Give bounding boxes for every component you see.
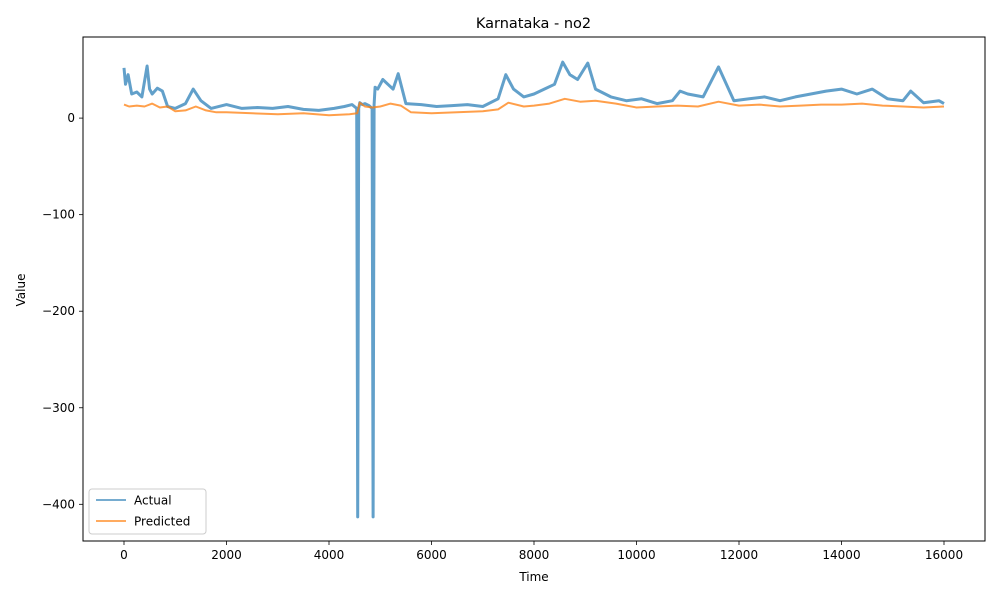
y-tick-label: −400 <box>42 497 75 511</box>
y-tick-label: −300 <box>42 401 75 415</box>
x-tick-label: 0 <box>120 548 128 562</box>
plot-area <box>122 60 945 519</box>
y-axis-ticks: 0 −100 −200 −300 −400 <box>42 111 83 511</box>
series-line-actual <box>122 60 945 519</box>
x-tick-label: 4000 <box>314 548 345 562</box>
legend: Actual Predicted <box>88 488 207 535</box>
x-tick-label: 2000 <box>211 548 242 562</box>
x-tick-label: 6000 <box>416 548 447 562</box>
y-axis-label: Value <box>14 274 28 307</box>
series-layer <box>122 60 945 519</box>
y-tick-label: −100 <box>42 208 75 222</box>
x-axis-ticks: 0 2000 4000 6000 8000 10000 12000 14000 16000 <box>120 541 963 562</box>
x-tick-label: 12000 <box>720 548 758 562</box>
x-tick-label: 8000 <box>519 548 550 562</box>
series-line-predicted <box>123 97 945 117</box>
legend-label-actual: Actual <box>134 494 172 508</box>
x-tick-label: 16000 <box>925 548 963 562</box>
legend-label-predicted: Predicted <box>134 515 190 529</box>
x-tick-label: 14000 <box>822 548 860 562</box>
x-axis-label: Time <box>518 570 548 584</box>
chart-title: Karnataka - no2 <box>476 16 591 32</box>
x-tick-label: 10000 <box>617 548 655 562</box>
y-tick-label: 0 <box>67 111 75 125</box>
y-tick-label: −200 <box>42 304 75 318</box>
